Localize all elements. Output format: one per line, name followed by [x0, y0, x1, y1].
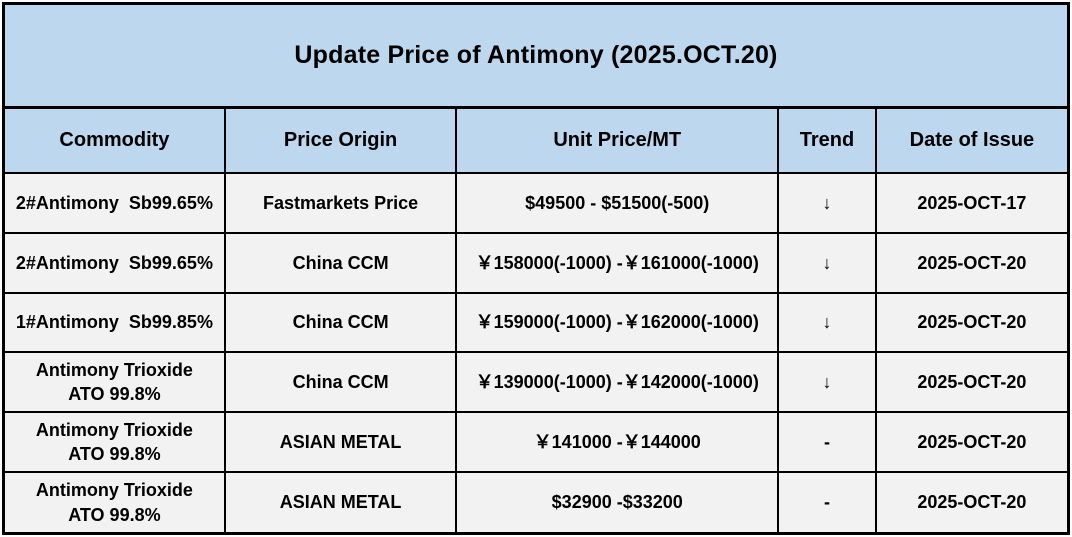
cell-date-of-issue: 2025-OCT-20 [874, 471, 1067, 532]
column-header-price-origin: Price Origin [223, 109, 458, 174]
cell-unit-price: $32900 -$33200 [455, 471, 780, 532]
cell-price-origin: China CCM [223, 291, 458, 354]
page-title: Update Price of Antimony (2025.OCT.20) [294, 41, 778, 69]
cell-commodity: 2#Antimony Sb99.65% [5, 231, 226, 294]
cell-date-of-issue: 2025-OCT-20 [874, 291, 1067, 354]
column-header-commodity: Commodity [5, 109, 226, 174]
column-header-date-of-issue: Date of Issue [874, 109, 1067, 174]
column-header-unit-price: Unit Price/MT [455, 109, 780, 174]
cell-unit-price: $49500 - $51500(-500) [455, 172, 780, 234]
cell-commodity: 2#Antimony Sb99.65% [5, 172, 226, 234]
table-row: 2#Antimony Sb99.65% Fastmarkets Price $4… [5, 172, 1067, 234]
cell-date-of-issue: 2025-OCT-17 [874, 172, 1067, 234]
table-row: Antimony Trioxide ATO 99.8% ASIAN METAL … [5, 471, 1067, 532]
trend-down-arrow-icon: ↓ [777, 291, 877, 354]
cell-commodity: Antimony Trioxide ATO 99.8% [5, 411, 226, 474]
trend-unchanged-dash: - [777, 411, 877, 474]
cell-date-of-issue: 2025-OCT-20 [874, 351, 1067, 414]
table-row: 2#Antimony Sb99.65% China CCM ￥158000(-1… [5, 231, 1067, 294]
trend-down-arrow-icon: ↓ [777, 351, 877, 414]
cell-price-origin: ASIAN METAL [223, 411, 458, 474]
cell-unit-price: ￥158000(-1000) -￥161000(-1000) [455, 231, 780, 294]
cell-price-origin: China CCM [223, 351, 458, 414]
cell-price-origin: ASIAN METAL [223, 471, 458, 532]
table-row: Antimony Trioxide ATO 99.8% China CCM ￥1… [5, 351, 1067, 414]
cell-unit-price: ￥141000 -￥144000 [455, 411, 780, 474]
title-bar: Update Price of Antimony (2025.OCT.20) [5, 5, 1067, 109]
header-row: Commodity Price Origin Unit Price/MT Tre… [5, 109, 1067, 174]
table-row: 1#Antimony Sb99.85% China CCM ￥159000(-1… [5, 291, 1067, 354]
trend-down-arrow-icon: ↓ [777, 172, 877, 234]
cell-price-origin: China CCM [223, 231, 458, 294]
cell-commodity: 1#Antimony Sb99.85% [5, 291, 226, 354]
cell-unit-price: ￥159000(-1000) -￥162000(-1000) [455, 291, 780, 354]
table-row: Antimony Trioxide ATO 99.8% ASIAN METAL … [5, 411, 1067, 474]
cell-date-of-issue: 2025-OCT-20 [874, 231, 1067, 294]
cell-date-of-issue: 2025-OCT-20 [874, 411, 1067, 474]
cell-unit-price: ￥139000(-1000) -￥142000(-1000) [455, 351, 780, 414]
price-table: Commodity Price Origin Unit Price/MT Tre… [5, 109, 1067, 532]
trend-down-arrow-icon: ↓ [777, 231, 877, 294]
trend-unchanged-dash: - [777, 471, 877, 532]
cell-commodity: Antimony Trioxide ATO 99.8% [5, 471, 226, 532]
cell-commodity: Antimony Trioxide ATO 99.8% [5, 351, 226, 414]
column-header-trend: Trend [777, 109, 877, 174]
cell-price-origin: Fastmarkets Price [223, 172, 458, 234]
